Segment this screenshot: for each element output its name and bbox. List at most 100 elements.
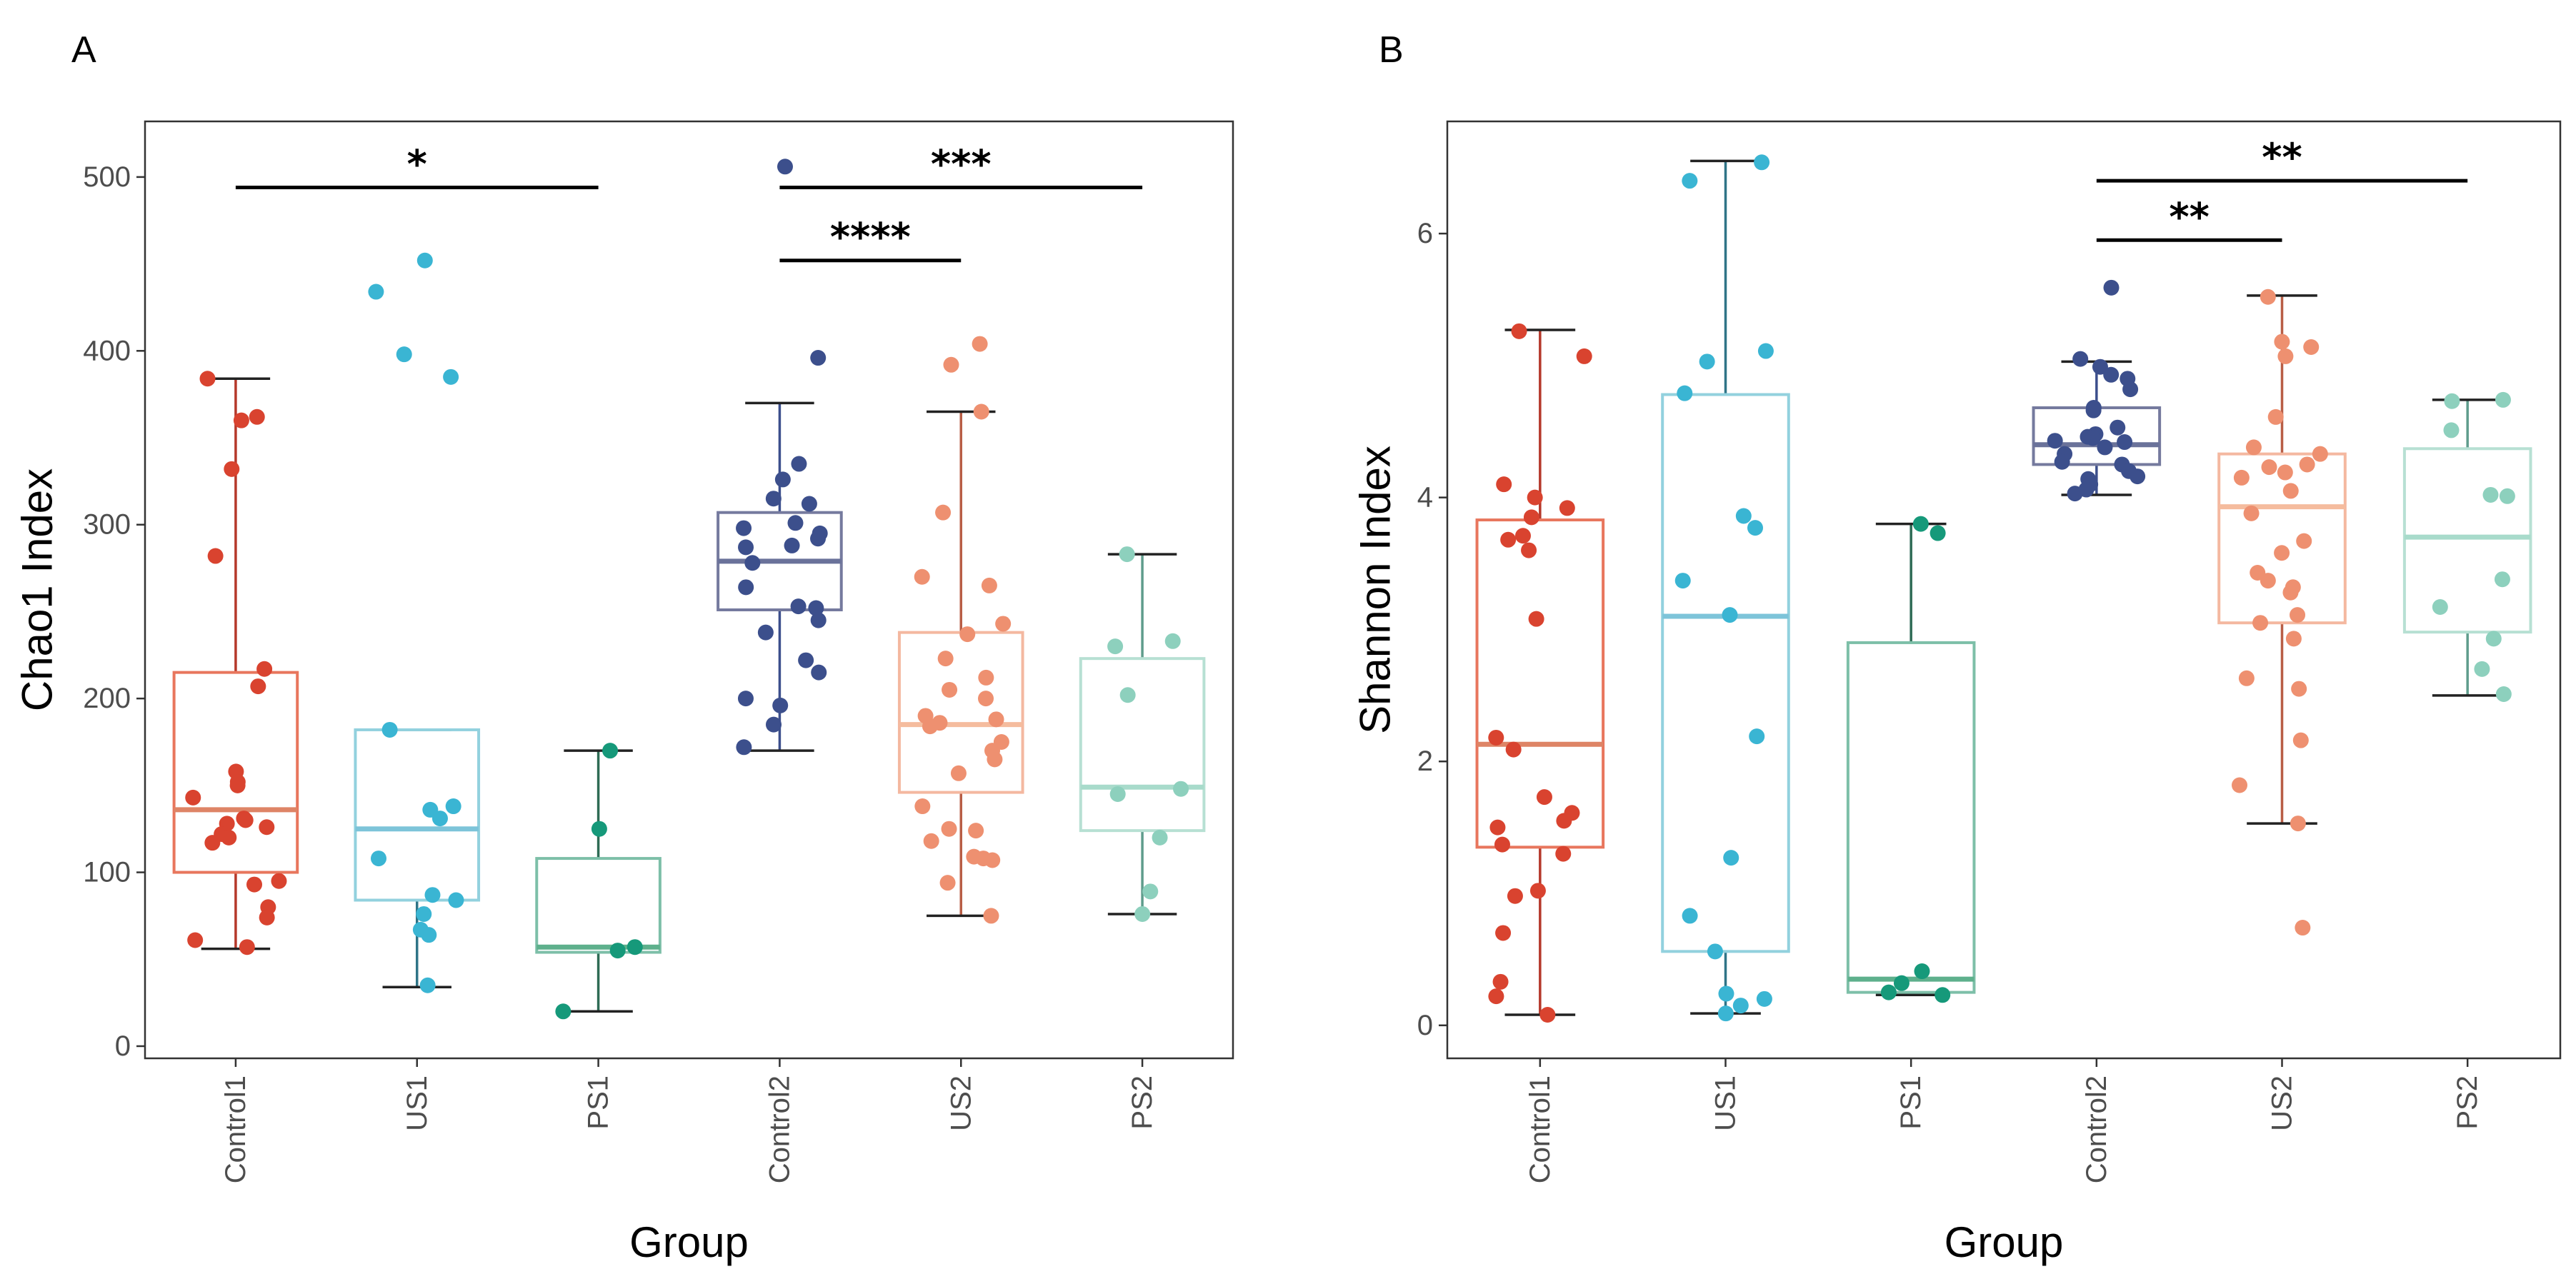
data-point-control2 bbox=[2067, 486, 2083, 502]
data-point-control1 bbox=[1523, 509, 1539, 526]
x-tick-label-us2: US2 bbox=[945, 1075, 977, 1131]
data-point-control2 bbox=[810, 531, 827, 547]
data-point-control2 bbox=[811, 664, 827, 681]
data-point-control2 bbox=[2103, 279, 2120, 296]
data-point-us2 bbox=[2282, 483, 2299, 499]
y-tick-label: 2 bbox=[1417, 746, 1433, 777]
y-tick-label: 4 bbox=[1417, 482, 1433, 513]
data-point-control1 bbox=[185, 789, 201, 806]
data-point-control2 bbox=[757, 624, 774, 641]
data-point-ps2 bbox=[2495, 391, 2511, 408]
data-point-control2 bbox=[738, 579, 754, 596]
data-point-control2 bbox=[2103, 366, 2120, 383]
data-point-us2 bbox=[937, 651, 954, 667]
data-point-control2 bbox=[784, 537, 800, 553]
data-point-control2 bbox=[798, 652, 814, 668]
data-point-us2 bbox=[2299, 456, 2315, 473]
data-point-us2 bbox=[2243, 505, 2260, 521]
y-axis-title: Chao1 Index bbox=[14, 468, 61, 711]
data-point-control2 bbox=[808, 600, 824, 616]
significance-label: * bbox=[407, 141, 427, 186]
data-point-control1 bbox=[1507, 888, 1523, 904]
data-point-control2 bbox=[772, 697, 789, 713]
data-point-control2 bbox=[2085, 402, 2102, 418]
data-point-us1 bbox=[1674, 573, 1691, 589]
data-point-us2 bbox=[2274, 545, 2290, 561]
panel-b-shannon: B 0 2 4 6 Control1 US1 PS1 Control2 US2 PS2 Group Sh… bbox=[1352, 29, 2562, 1266]
data-point-ps2 bbox=[1152, 829, 1168, 846]
data-point-us1 bbox=[1699, 353, 1715, 370]
data-point-us2 bbox=[2233, 469, 2250, 486]
data-point-control1 bbox=[1556, 813, 1572, 829]
data-point-ps2 bbox=[2444, 393, 2460, 409]
data-point-us1 bbox=[1747, 520, 1764, 536]
data-point-us2 bbox=[2245, 439, 2262, 456]
data-point-us2 bbox=[2290, 816, 2306, 832]
data-point-control2 bbox=[2097, 439, 2113, 456]
data-point-us2 bbox=[2260, 289, 2276, 305]
data-point-control2 bbox=[2110, 419, 2126, 436]
data-point-control2 bbox=[777, 159, 793, 175]
x-tick-label-control1: Control1 bbox=[220, 1075, 251, 1183]
data-point-us2 bbox=[2290, 607, 2306, 623]
box-control1 bbox=[172, 671, 299, 874]
data-point-us1 bbox=[1749, 728, 1765, 745]
data-point-control1 bbox=[1514, 528, 1531, 544]
data-point-control1 bbox=[1496, 476, 1512, 493]
data-point-ps2 bbox=[1119, 546, 1135, 563]
box-us1 bbox=[1661, 393, 1790, 953]
x-tick-label-ps2: PS2 bbox=[1127, 1075, 1158, 1130]
data-point-us2 bbox=[950, 765, 967, 781]
data-point-us2 bbox=[2291, 681, 2307, 697]
y-tick-label: 0 bbox=[115, 1030, 131, 1062]
data-point-ps1 bbox=[591, 821, 607, 837]
data-point-us2 bbox=[981, 577, 997, 593]
data-point-control2 bbox=[736, 520, 752, 536]
data-point-us2 bbox=[2296, 533, 2312, 549]
data-point-control2 bbox=[810, 350, 827, 366]
data-point-us2 bbox=[968, 823, 984, 839]
data-point-us2 bbox=[995, 616, 1012, 632]
data-point-us2 bbox=[2312, 446, 2328, 462]
data-point-control1 bbox=[1500, 531, 1517, 548]
data-point-control2 bbox=[2092, 358, 2108, 375]
data-point-control1 bbox=[1511, 323, 1527, 339]
data-point-control1 bbox=[1576, 348, 1592, 364]
data-point-control1 bbox=[1559, 500, 1575, 516]
data-point-control1 bbox=[259, 909, 275, 926]
data-point-us2 bbox=[2303, 338, 2320, 355]
y-tick-label: 500 bbox=[83, 161, 131, 193]
data-point-control1 bbox=[199, 371, 216, 387]
data-point-ps1 bbox=[1929, 525, 1946, 541]
data-point-control1 bbox=[1529, 883, 1546, 899]
data-point-control2 bbox=[737, 691, 754, 707]
data-point-control2 bbox=[2117, 434, 2133, 451]
data-point-ps2 bbox=[2485, 631, 2502, 647]
data-point-us1 bbox=[1717, 1005, 1734, 1022]
data-point-us1 bbox=[1723, 850, 1739, 866]
data-point-control2 bbox=[790, 598, 807, 615]
data-point-control2 bbox=[736, 739, 752, 756]
y-tick-label: 400 bbox=[83, 335, 131, 366]
data-point-us2 bbox=[935, 504, 952, 521]
data-point-ps1 bbox=[1912, 516, 1929, 532]
data-point-us1 bbox=[421, 927, 437, 943]
x-axis-title: Group bbox=[1945, 1218, 2064, 1266]
data-point-ps1 bbox=[555, 1003, 571, 1020]
data-point-control2 bbox=[787, 515, 804, 531]
data-point-ps1 bbox=[1893, 975, 1909, 991]
plot-frame bbox=[144, 120, 1234, 1060]
data-point-control2 bbox=[2072, 351, 2089, 367]
data-point-control2 bbox=[2054, 453, 2070, 470]
data-point-control1 bbox=[229, 777, 246, 793]
data-point-ps2 bbox=[1109, 786, 1126, 803]
data-point-us2 bbox=[987, 751, 1003, 768]
data-point-us2 bbox=[959, 626, 976, 643]
data-point-control1 bbox=[1539, 1007, 1556, 1023]
data-point-control1 bbox=[1505, 741, 1522, 758]
data-point-control1 bbox=[239, 939, 255, 955]
data-point-ps2 bbox=[2495, 686, 2512, 702]
y-tick-label: 6 bbox=[1417, 218, 1433, 249]
